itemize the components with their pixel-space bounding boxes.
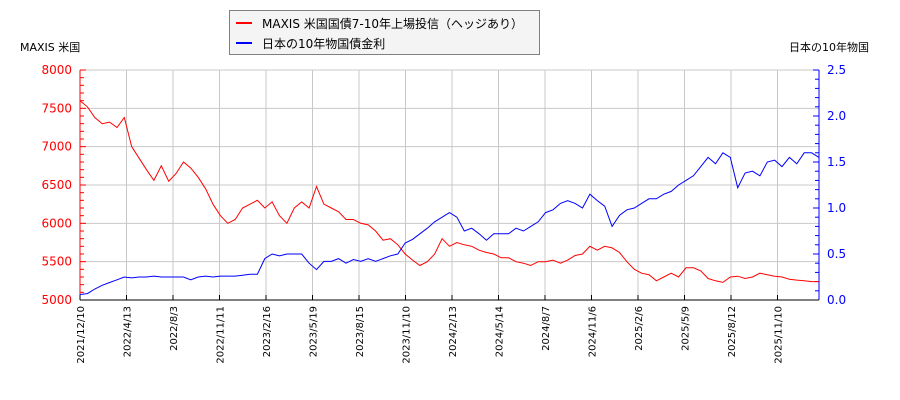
series-line-maxis bbox=[79, 100, 819, 283]
right-axis-label: 0.0 bbox=[827, 293, 846, 307]
right-axis-label: 0.5 bbox=[827, 247, 846, 261]
x-axis-label: 2024/8/7 bbox=[541, 306, 552, 351]
x-axis-label: 2023/8/15 bbox=[355, 306, 366, 357]
left-axis-label: 6500 bbox=[41, 178, 72, 192]
legend-item-series1: MAXIS 米国国債7-10年上場投信（ヘッジあり） bbox=[236, 14, 523, 32]
left-axis-label: 5500 bbox=[41, 255, 72, 269]
legend-item-series2: 日本の10年物国債金利 bbox=[236, 34, 385, 52]
x-axis-label: 2025/8/12 bbox=[727, 306, 738, 357]
right-axis-label: 2.5 bbox=[827, 63, 846, 77]
x-axis-label: 2025/2/6 bbox=[634, 306, 645, 351]
x-axis-label: 2023/11/10 bbox=[402, 306, 413, 364]
left-axis-label: 8000 bbox=[41, 63, 72, 77]
x-axis-label: 2022/11/11 bbox=[216, 306, 227, 364]
x-axis-label: 2023/5/19 bbox=[309, 306, 320, 357]
right-axis-title: 日本の10年物国 bbox=[789, 41, 869, 54]
left-axis-label: 5000 bbox=[41, 293, 72, 307]
right-axis-label: 2.0 bbox=[827, 109, 846, 123]
left-axis-title: MAXIS 米国 bbox=[20, 41, 81, 54]
series-line-jgb10y bbox=[79, 152, 820, 295]
left-axis-label: 7500 bbox=[41, 101, 72, 115]
right-axis-label: 1.5 bbox=[827, 155, 846, 169]
x-axis-label: 2025/11/10 bbox=[774, 306, 785, 364]
x-axis-label: 2022/8/3 bbox=[169, 306, 180, 351]
legend-label-series2: 日本の10年物国債金利 bbox=[262, 36, 386, 51]
x-axis-label: 2023/2/16 bbox=[262, 306, 273, 357]
right-axis-label: 1.0 bbox=[827, 201, 846, 215]
x-axis-label: 2024/2/13 bbox=[448, 306, 459, 357]
left-axis-label: 7000 bbox=[41, 140, 72, 154]
x-axis-label: 2024/11/6 bbox=[588, 306, 599, 357]
x-axis-label: 2021/12/10 bbox=[76, 306, 87, 364]
chart-legend: MAXIS 米国国債7-10年上場投信（ヘッジあり） 日本の10年物国債金利 bbox=[229, 10, 540, 55]
legend-swatch-red bbox=[236, 22, 252, 24]
x-axis-label: 2025/5/9 bbox=[681, 306, 692, 351]
x-axis-label: 2022/4/13 bbox=[123, 306, 134, 357]
legend-label-series1: MAXIS 米国国債7-10年上場投信（ヘッジあり） bbox=[262, 16, 523, 31]
legend-swatch-blue bbox=[236, 42, 252, 44]
x-axis-label: 2024/5/14 bbox=[495, 306, 506, 357]
left-axis-label: 6000 bbox=[41, 216, 72, 230]
